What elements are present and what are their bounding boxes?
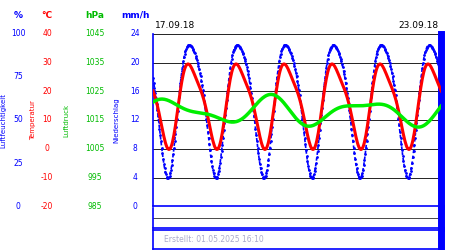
Text: -10: -10 [41,173,54,182]
Text: Erstellt: 01.05.2025 16:10: Erstellt: 01.05.2025 16:10 [164,235,264,244]
Text: Luftfeuchtigkeit: Luftfeuchtigkeit [0,92,7,148]
Text: 10: 10 [42,116,52,124]
Text: 75: 75 [13,72,23,82]
Text: 40: 40 [42,29,52,38]
Text: 1015: 1015 [85,116,104,124]
Text: 985: 985 [87,202,102,211]
Text: 23.09.18: 23.09.18 [399,21,439,30]
Text: 0: 0 [133,202,137,211]
Text: 16: 16 [130,87,140,96]
Text: 12: 12 [130,116,140,124]
Text: °C: °C [42,11,53,20]
Text: -20: -20 [41,202,54,211]
Text: 20: 20 [42,87,52,96]
Text: 20: 20 [130,58,140,67]
Text: 25: 25 [13,159,23,168]
Text: 100: 100 [11,29,25,38]
Text: 24: 24 [130,29,140,38]
Text: hPa: hPa [85,11,104,20]
Text: 995: 995 [87,173,102,182]
Text: 1045: 1045 [85,29,104,38]
Text: 0: 0 [45,144,50,153]
Text: 17.09.18: 17.09.18 [155,21,195,30]
Text: %: % [14,11,22,20]
Text: mm/h: mm/h [121,11,149,20]
Text: 1005: 1005 [85,144,104,153]
Text: 30: 30 [42,58,52,67]
Text: 1035: 1035 [85,58,104,67]
Text: 8: 8 [133,144,137,153]
Text: Temperatur: Temperatur [30,100,36,140]
Text: Niederschlag: Niederschlag [113,97,119,143]
Text: 1025: 1025 [85,87,104,96]
Text: 4: 4 [133,173,137,182]
Text: 0: 0 [16,202,20,211]
Text: 50: 50 [13,116,23,124]
Text: Luftdruck: Luftdruck [63,104,70,136]
